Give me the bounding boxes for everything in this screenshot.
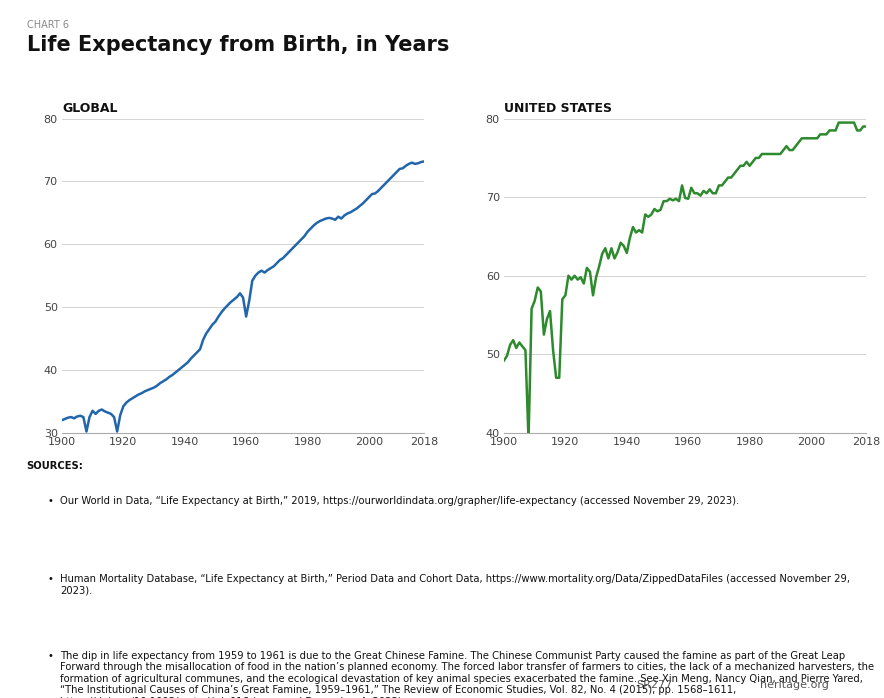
Text: Our World in Data, “Life Expectancy at Birth,” 2019, https://ourworldindata.org/: Our World in Data, “Life Expectancy at B… xyxy=(60,496,739,507)
Text: GLOBAL: GLOBAL xyxy=(62,102,118,114)
Text: heritage.org: heritage.org xyxy=(760,680,829,690)
Text: The dip in life expectancy from 1959 to 1961 is due to the Great Chinese Famine.: The dip in life expectancy from 1959 to … xyxy=(60,651,874,698)
Text: •: • xyxy=(48,574,53,584)
Text: Life Expectancy from Birth, in Years: Life Expectancy from Birth, in Years xyxy=(27,35,449,55)
Text: •: • xyxy=(48,496,53,507)
Text: Human Mortality Database, “Life Expectancy at Birth,” Period Data and Cohort Dat: Human Mortality Database, “Life Expectan… xyxy=(60,574,850,595)
Text: SOURCES:: SOURCES: xyxy=(27,461,83,471)
Text: SR277: SR277 xyxy=(636,680,673,690)
Text: UNITED STATES: UNITED STATES xyxy=(504,102,612,114)
Text: •: • xyxy=(48,651,53,661)
Text: CHART 6: CHART 6 xyxy=(27,20,69,29)
